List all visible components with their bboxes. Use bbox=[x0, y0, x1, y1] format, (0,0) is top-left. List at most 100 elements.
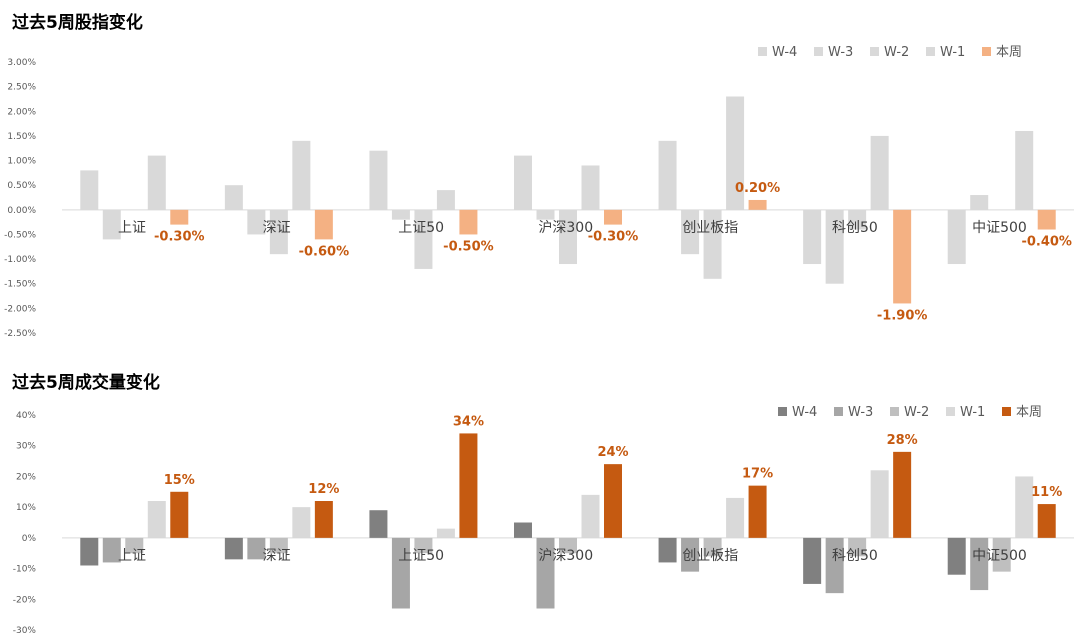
index-bar bbox=[947, 209, 966, 265]
volume-category-label: 上证50 bbox=[398, 548, 444, 564]
volume-bar bbox=[658, 537, 677, 563]
volume-bar bbox=[559, 537, 577, 554]
volume-category-label: 沪深300 bbox=[538, 548, 593, 564]
index-bar bbox=[292, 140, 311, 210]
volume-bar bbox=[369, 510, 388, 538]
volume-category-label: 创业板指 bbox=[682, 548, 738, 564]
volume-change-chart: 40% 30% 20% 10% 0% -10% -20% -30% 上证 深证 上证50 沪深300 创… bbox=[13, 405, 1074, 636]
index-legend-label: W-2 bbox=[884, 45, 909, 60]
volume-legend-swatch bbox=[1002, 407, 1011, 416]
index-bar bbox=[514, 155, 532, 210]
volume-category-label: 科创50 bbox=[832, 548, 878, 564]
volume-legend-swatch bbox=[778, 407, 787, 416]
volume-ytick-label: -20% bbox=[13, 595, 37, 605]
index-legend-label: W-4 bbox=[772, 45, 797, 60]
chart-2-title: 过去5周成交量变化 bbox=[12, 373, 160, 393]
volume-data-label: 24% bbox=[597, 445, 628, 460]
index-ytick-label: 0.00% bbox=[7, 206, 36, 216]
volume-bar bbox=[848, 537, 867, 557]
index-data-label: -1.90% bbox=[877, 308, 928, 323]
index-bar bbox=[414, 209, 433, 269]
volume-bar bbox=[536, 537, 555, 609]
volume-bar bbox=[703, 537, 722, 557]
volume-bar bbox=[292, 507, 311, 538]
volume-data-label: 11% bbox=[1031, 485, 1062, 500]
volume-category-label: 深证 bbox=[263, 548, 291, 564]
index-bar bbox=[80, 170, 99, 210]
index-data-label: -0.50% bbox=[443, 239, 494, 254]
volume-bar bbox=[870, 470, 889, 538]
volume-bar bbox=[992, 537, 1011, 572]
index-bar bbox=[825, 209, 844, 284]
index-data-label: -0.40% bbox=[1021, 235, 1072, 250]
volume-bar bbox=[459, 433, 478, 538]
index-legend-swatch bbox=[814, 47, 823, 56]
index-bar bbox=[102, 209, 121, 240]
volume-category-label: 上证 bbox=[118, 548, 146, 564]
index-ytick-label: 3.00% bbox=[7, 58, 36, 68]
volume-ytick-label: -10% bbox=[13, 565, 37, 575]
index-bar bbox=[726, 96, 745, 210]
index-bar bbox=[681, 209, 700, 255]
volume-bar bbox=[970, 537, 989, 591]
volume-ytick-label: 0% bbox=[22, 534, 37, 544]
index-ytick-label: 0.50% bbox=[7, 181, 36, 191]
index-bar bbox=[147, 155, 166, 210]
index-bar bbox=[436, 190, 455, 210]
volume-ytick-label: 20% bbox=[16, 472, 36, 482]
volume-bar bbox=[1015, 476, 1034, 538]
volume-data-label: 28% bbox=[887, 433, 918, 448]
index-data-label: -0.30% bbox=[154, 230, 205, 245]
volume-bar bbox=[726, 497, 745, 538]
volume-bar bbox=[825, 537, 844, 594]
index-bar bbox=[658, 140, 677, 210]
volume-bar bbox=[125, 537, 144, 554]
index-bar bbox=[1037, 209, 1056, 230]
index-bar bbox=[748, 199, 767, 210]
volume-bar bbox=[224, 537, 243, 560]
index-ytick-label: 2.50% bbox=[7, 83, 36, 93]
index-ytick-label: -2.50% bbox=[4, 329, 36, 339]
index-bar bbox=[314, 209, 333, 240]
index-bar bbox=[247, 209, 266, 235]
volume-bar bbox=[803, 537, 822, 584]
volume-legend-label: 本周 bbox=[1016, 405, 1042, 420]
volume-bar bbox=[80, 537, 99, 566]
index-bar bbox=[170, 209, 189, 225]
volume-ytick-label: 10% bbox=[16, 503, 36, 513]
index-bar bbox=[536, 209, 555, 220]
volume-legend-label: W-4 bbox=[792, 405, 817, 420]
volume-bar bbox=[514, 522, 532, 538]
index-ytick-label: -1.00% bbox=[4, 255, 36, 265]
volume-bar bbox=[1037, 504, 1056, 538]
index-category-label: 深证 bbox=[263, 220, 291, 236]
index-legend-swatch bbox=[758, 47, 767, 56]
index-data-label: -0.30% bbox=[588, 230, 639, 245]
volume-bar bbox=[414, 537, 433, 554]
index-bar bbox=[581, 165, 600, 210]
index-bar bbox=[604, 209, 622, 225]
volume-bar bbox=[681, 537, 700, 572]
chart-1-title: 过去5周股指变化 bbox=[12, 13, 143, 33]
volume-legend-label: W-1 bbox=[960, 405, 985, 420]
index-bar bbox=[369, 150, 388, 210]
volume-bar bbox=[604, 464, 622, 538]
volume-legend-swatch bbox=[946, 407, 955, 416]
volume-bar bbox=[947, 537, 966, 575]
index-legend-swatch bbox=[870, 47, 879, 56]
volume-bar bbox=[581, 494, 600, 538]
index-legend-swatch bbox=[926, 47, 935, 56]
index-category-label: 上证 bbox=[118, 220, 146, 236]
index-ytick-label: 1.00% bbox=[7, 157, 36, 167]
volume-ytick-label: 40% bbox=[16, 411, 36, 421]
index-category-label: 中证500 bbox=[972, 220, 1027, 236]
volume-bar bbox=[893, 451, 912, 538]
volume-bar bbox=[147, 501, 166, 538]
index-category-label: 创业板指 bbox=[682, 220, 738, 236]
index-bar bbox=[391, 209, 410, 220]
volume-ytick-label: 30% bbox=[16, 442, 36, 452]
index-bar bbox=[459, 209, 478, 235]
volume-bar bbox=[748, 485, 767, 538]
volume-bar bbox=[102, 537, 121, 563]
index-bar bbox=[559, 209, 577, 265]
